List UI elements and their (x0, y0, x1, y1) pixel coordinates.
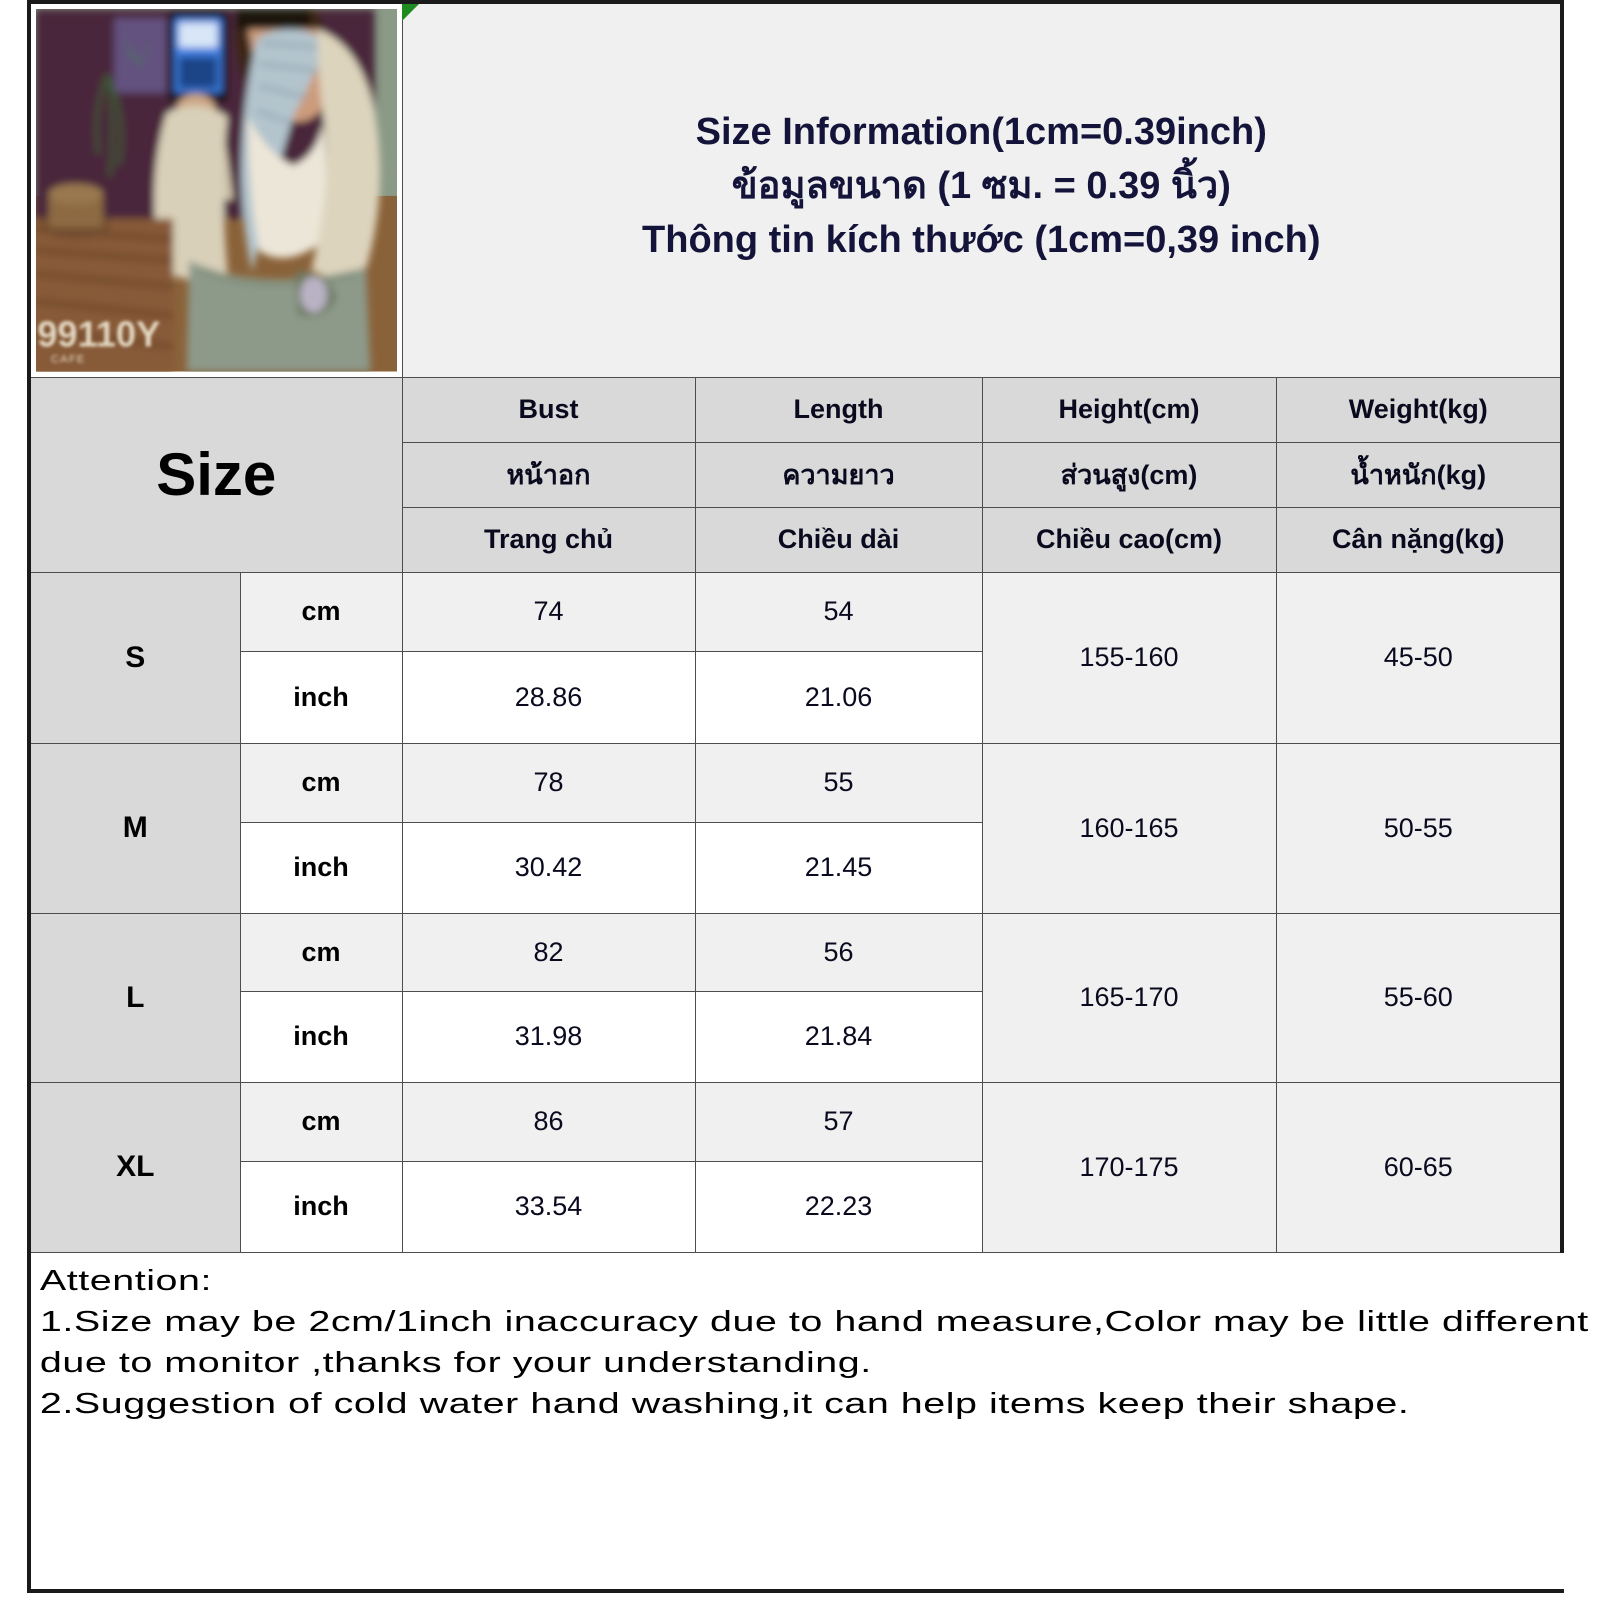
svg-text:CAFE: CAFE (51, 353, 86, 365)
svg-text:99110Y: 99110Y (37, 314, 160, 355)
